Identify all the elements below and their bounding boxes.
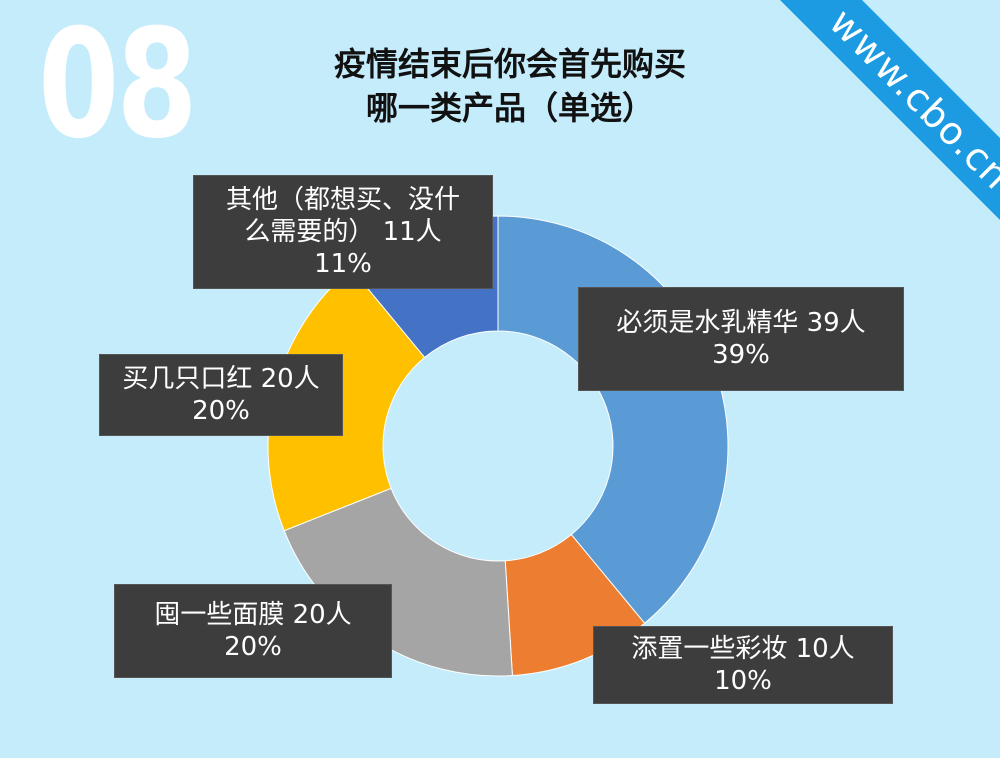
slice-label-lipstick-line1: 买几只口红 20人 — [122, 364, 320, 394]
slice-label-masks: 囤一些面膜 20人 20% — [114, 584, 392, 678]
slice-label-makeup: 添置一些彩妆 10人 10% — [593, 626, 893, 704]
slice-label-makeup-line1: 添置一些彩妆 10人 — [631, 634, 855, 664]
slice-label-other-line1: 其他（都想买、没什 — [225, 185, 460, 215]
slice-label-other-line3: 11% — [314, 249, 372, 279]
slice-label-skincare-line2: 39% — [712, 340, 770, 370]
slice-label-skincare: 必须是水乳精华 39人 39% — [578, 287, 904, 391]
slice-masks — [283, 487, 513, 677]
slice-label-other: 其他（都想买、没什 么需要的） 11人 11% — [193, 175, 493, 289]
slice-label-masks-line1: 囤一些面膜 20人 — [154, 600, 352, 630]
chart-title: 疫情结束后你会首先购买 哪一类产品（单选） — [290, 42, 730, 130]
slice-label-makeup-line2: 10% — [714, 666, 772, 696]
slice-label-lipstick-line2: 20% — [192, 396, 250, 426]
slice-label-lipstick: 买几只口红 20人 20% — [99, 354, 343, 436]
title-line-1: 疫情结束后你会首先购买 — [333, 45, 686, 83]
question-number: 08 — [38, 0, 198, 172]
slice-label-other-line2: 么需要的） 11人 — [244, 217, 442, 247]
slice-label-masks-line2: 20% — [224, 632, 282, 662]
title-line-2: 哪一类产品（单选） — [365, 89, 654, 127]
slice-label-skincare-line1: 必须是水乳精华 39人 — [616, 308, 866, 338]
